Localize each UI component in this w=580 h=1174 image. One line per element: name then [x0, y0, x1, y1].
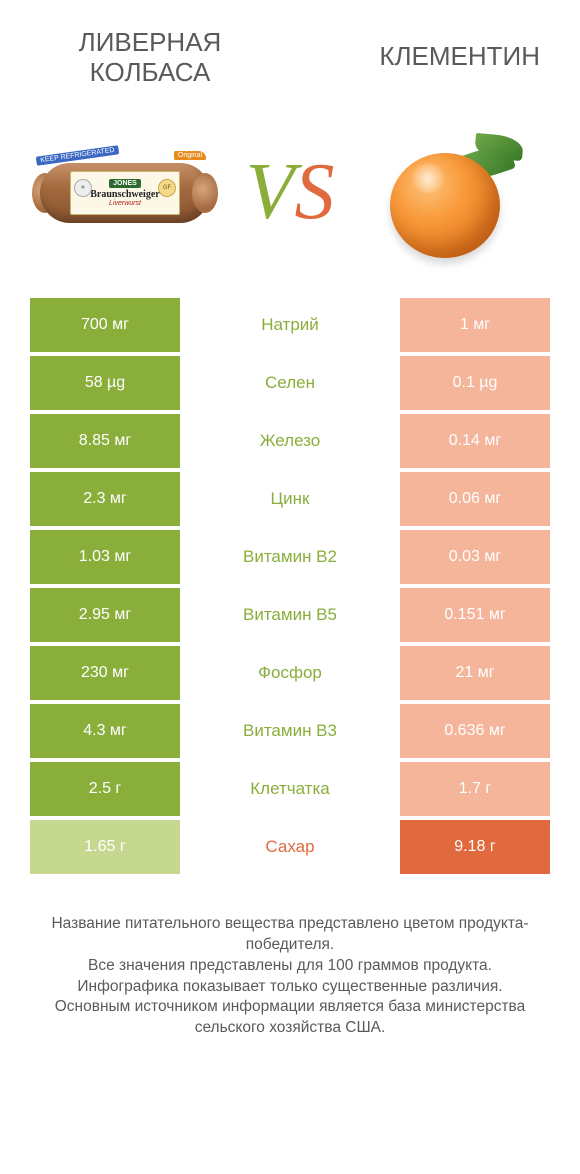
right-product-title: КЛЕМЕНТИН	[320, 28, 540, 88]
vs-label: VS	[246, 147, 335, 238]
table-row: 1.03 мгВитамин B20.03 мг	[30, 530, 550, 584]
footer-notes: Название питательного вещества представл…	[0, 874, 580, 1040]
footer-line1: Название питательного вещества представл…	[30, 914, 550, 956]
right-value: 0.151 мг	[400, 588, 550, 642]
left-title-line2: КОЛБАСА	[90, 57, 211, 87]
right-value: 9.18 г	[400, 820, 550, 874]
sausage-name: Braunschweiger	[90, 189, 159, 200]
table-row: 2.5 гКлетчатка1.7 г	[30, 762, 550, 816]
right-value: 1.7 г	[400, 762, 550, 816]
right-value: 0.14 мг	[400, 414, 550, 468]
right-value: 0.1 µg	[400, 356, 550, 410]
seal-left-icon: ★	[74, 179, 92, 197]
header: ЛИВЕРНАЯ КОЛБАСА КЛЕМЕНТИН	[0, 0, 580, 98]
left-value: 8.85 мг	[30, 414, 180, 468]
table-row: 58 µgСелен0.1 µg	[30, 356, 550, 410]
table-row: 4.3 мгВитамин B30.636 мг	[30, 704, 550, 758]
right-value: 21 мг	[400, 646, 550, 700]
nutrient-label: Натрий	[180, 298, 400, 352]
clementine-icon	[380, 123, 530, 263]
table-row: 700 мгНатрий1 мг	[30, 298, 550, 352]
nutrient-label: Витамин B2	[180, 530, 400, 584]
nutrient-label: Сахар	[180, 820, 400, 874]
table-row: 1.65 гСахар9.18 г	[30, 820, 550, 874]
left-value: 230 мг	[30, 646, 180, 700]
nutrient-label: Цинк	[180, 472, 400, 526]
nutrition-table: 700 мгНатрий1 мг58 µgСелен0.1 µg8.85 мгЖ…	[0, 298, 580, 874]
right-product-image	[370, 128, 540, 258]
nutrient-label: Фосфор	[180, 646, 400, 700]
left-value: 2.5 г	[30, 762, 180, 816]
table-row: 2.95 мгВитамин B50.151 мг	[30, 588, 550, 642]
images-row: KEEP REFRIGERATED Original JONES Braunsc…	[0, 98, 580, 298]
footer-line4: Основным источником информации является …	[30, 997, 550, 1039]
vs-s: S	[294, 148, 334, 236]
nutrient-label: Витамин B3	[180, 704, 400, 758]
vs-v: V	[246, 148, 295, 236]
original-badge: Original	[174, 151, 206, 160]
nutrient-label: Селен	[180, 356, 400, 410]
footer-line3: Инфографика показывает только существенн…	[30, 977, 550, 998]
right-value: 0.06 мг	[400, 472, 550, 526]
sausage-icon: KEEP REFRIGERATED Original JONES Braunsc…	[40, 153, 210, 233]
left-title-line1: ЛИВЕРНАЯ	[79, 27, 222, 57]
left-value: 1.65 г	[30, 820, 180, 874]
sausage-sub: Liverwurst	[109, 200, 141, 207]
left-value: 1.03 мг	[30, 530, 180, 584]
nutrient-label: Клетчатка	[180, 762, 400, 816]
seal-right-icon: GF	[158, 179, 176, 197]
left-product-image: KEEP REFRIGERATED Original JONES Braunsc…	[40, 128, 210, 258]
table-row: 2.3 мгЦинк0.06 мг	[30, 472, 550, 526]
table-row: 230 мгФосфор21 мг	[30, 646, 550, 700]
nutrient-label: Железо	[180, 414, 400, 468]
left-value: 700 мг	[30, 298, 180, 352]
left-value: 58 µg	[30, 356, 180, 410]
footer-line2: Все значения представлены для 100 граммо…	[30, 956, 550, 977]
right-value: 0.03 мг	[400, 530, 550, 584]
left-value: 2.95 мг	[30, 588, 180, 642]
sausage-brand: JONES	[109, 179, 141, 188]
table-row: 8.85 мгЖелезо0.14 мг	[30, 414, 550, 468]
nutrient-label: Витамин B5	[180, 588, 400, 642]
left-value: 4.3 мг	[30, 704, 180, 758]
left-value: 2.3 мг	[30, 472, 180, 526]
right-value: 1 мг	[400, 298, 550, 352]
left-product-title: ЛИВЕРНАЯ КОЛБАСА	[40, 28, 260, 88]
right-value: 0.636 мг	[400, 704, 550, 758]
